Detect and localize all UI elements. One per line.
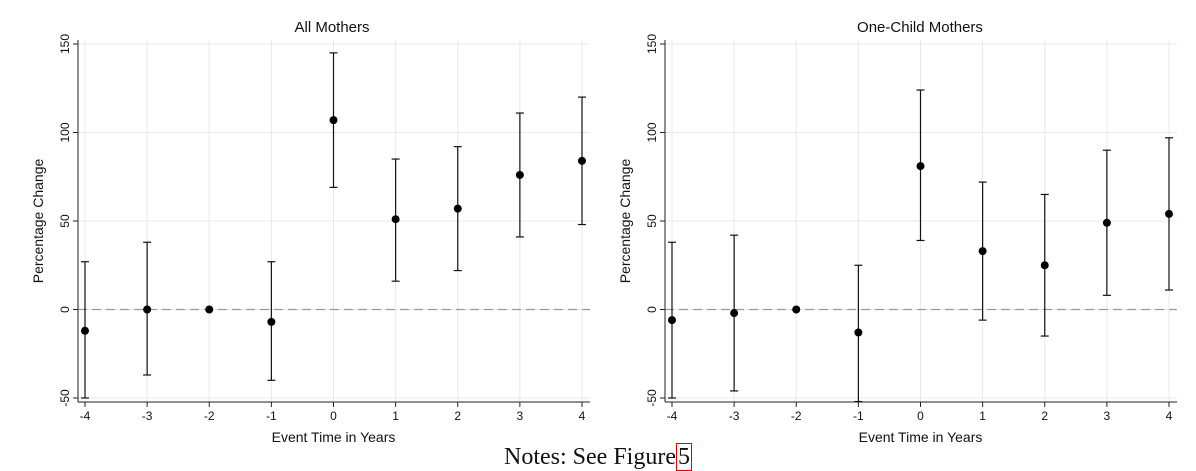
data-point <box>1165 209 1173 218</box>
chart-panel-1: -50 0 50 100 150 -4 -3 -2 -1 0 1 2 3 4 All Mothers Even… <box>30 19 590 445</box>
notes-text: Notes: See Figure <box>504 444 676 470</box>
x-tick-label: 2 <box>1041 409 1048 423</box>
x-tick-label: 3 <box>1104 409 1111 423</box>
data-point <box>453 204 462 213</box>
y-tick-label: 100 <box>645 122 659 142</box>
data-point <box>792 305 801 314</box>
x-tick-label: 0 <box>917 409 924 423</box>
y-tick-label: -50 <box>58 389 72 407</box>
x-tick-label: 1 <box>979 409 986 423</box>
data-point <box>329 116 338 125</box>
chart-title: All Mothers <box>294 19 369 36</box>
y-tick-label: 100 <box>58 122 72 142</box>
data-point <box>578 156 586 165</box>
x-tick-label: -2 <box>791 409 802 423</box>
x-tick-label: 4 <box>579 409 586 423</box>
data-point <box>81 326 89 335</box>
y-tick-label: 150 <box>58 34 72 54</box>
data-point <box>916 162 925 171</box>
x-tick-label: 4 <box>1166 409 1173 423</box>
chart-panel-2: -50 0 50 100 150 -4 -3 -2 -1 0 1 2 3 4 One-Child Mothe… <box>617 19 1177 445</box>
y-tick-label: 0 <box>645 306 659 313</box>
data-point <box>854 328 863 337</box>
y-tick-label: -50 <box>645 389 659 407</box>
data-point <box>267 317 276 326</box>
x-tick-label: -2 <box>204 409 215 423</box>
y-tick-label: 0 <box>58 306 72 313</box>
y-axis-label: Percentage Change <box>30 159 46 284</box>
y-tick-label: 150 <box>645 34 659 54</box>
x-tick-label: 0 <box>330 409 337 423</box>
data-point <box>205 305 214 314</box>
y-axis-label: Percentage Change <box>617 159 633 284</box>
data-point <box>730 309 739 318</box>
x-axis-label: Event Time in Years <box>859 429 983 445</box>
figure-notes: Notes: See Figure5 <box>0 443 1196 471</box>
data-point <box>978 247 987 256</box>
data-point <box>143 305 152 314</box>
x-tick-label: -3 <box>142 409 153 423</box>
data-point <box>391 215 400 224</box>
x-tick-label: -1 <box>266 409 277 423</box>
data-point <box>1040 261 1049 270</box>
data-point <box>515 170 524 179</box>
x-axis-label: Event Time in Years <box>272 429 396 445</box>
x-tick-label: 1 <box>392 409 399 423</box>
data-point <box>1102 218 1111 227</box>
data-point <box>668 316 676 325</box>
x-tick-label: -4 <box>80 409 91 423</box>
x-tick-label: -1 <box>853 409 864 423</box>
x-tick-label: -4 <box>667 409 678 423</box>
chart-title: One-Child Mothers <box>857 19 983 36</box>
y-tick-label: 50 <box>58 214 72 228</box>
figure-reference-link[interactable]: 5 <box>675 443 692 471</box>
x-tick-label: -3 <box>729 409 740 423</box>
y-tick-label: 50 <box>645 214 659 228</box>
x-tick-label: 2 <box>454 409 461 423</box>
x-tick-label: 3 <box>517 409 524 423</box>
